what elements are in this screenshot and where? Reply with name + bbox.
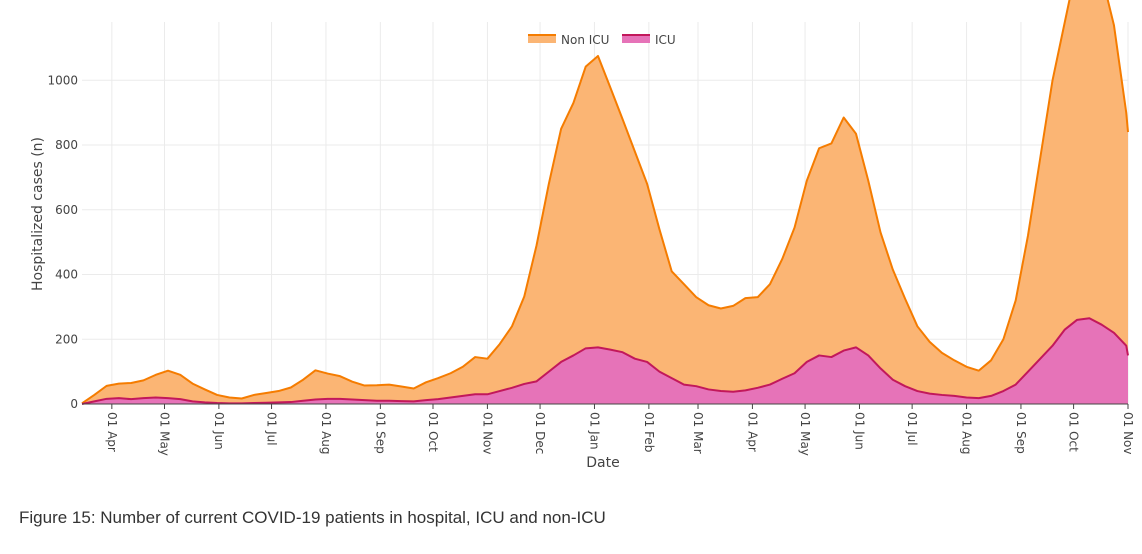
x-tick-label: 01 Jul (905, 412, 919, 446)
legend-label: ICU (655, 33, 676, 47)
y-axis: 0 200 400 600 800 1000 (47, 73, 78, 411)
y-tick-label: 600 (55, 203, 78, 217)
x-tick-label: 01 May (157, 412, 171, 456)
series-non-icu-line (81, 0, 1129, 405)
y-tick-label: 400 (55, 268, 78, 282)
y-tick-label: 800 (55, 138, 78, 152)
series-icu-line (81, 317, 1129, 405)
series-non-icu-area[interactable] (82, 0, 1128, 404)
chart-legend[interactable]: Non ICU ICU (528, 33, 676, 47)
x-tick-label: 01 Jul (265, 412, 279, 446)
x-tick-label: 01 Apr (745, 412, 759, 452)
y-tick-label: 200 (55, 332, 78, 346)
legend-swatch (622, 35, 650, 43)
x-tick-label: 01 Sep (1014, 412, 1028, 454)
hospitalization-chart: 0 200 400 600 800 1000 01 Apr 01 May 01 Jun 01 J… (30, 0, 1135, 471)
y-tick-label: 1000 (47, 73, 78, 87)
legend-swatch (528, 35, 556, 43)
x-tick-label: 01 Mar (691, 412, 705, 454)
x-tick-label: 01 Jun (212, 412, 226, 450)
series-icu-area[interactable] (82, 318, 1128, 404)
legend-item-non-icu[interactable]: Non ICU (528, 33, 609, 47)
x-tick-label: 01 Jan (587, 412, 601, 450)
x-tick-label: 01 May (798, 412, 812, 456)
chart-areas (81, 0, 1129, 405)
x-tick-label: 01 Jun (852, 412, 866, 450)
legend-label: Non ICU (561, 33, 609, 47)
x-tick-label: 01 Dec (533, 412, 547, 454)
x-tick-label: 01 Sep (373, 412, 387, 454)
x-tick-label: 01 Aug (319, 412, 333, 455)
x-tick-label: 01 Nov (1121, 412, 1135, 455)
x-axis-title: Date (586, 455, 619, 471)
x-tick-label: 01 Feb (642, 412, 656, 452)
y-tick-label: 0 (70, 397, 78, 411)
x-axis: 01 Apr 01 May 01 Jun 01 Jul 01 Aug 01 Sep 01 O… (105, 404, 1135, 456)
x-tick-label: 01 Apr (105, 412, 119, 452)
legend-item-icu[interactable]: ICU (622, 33, 676, 47)
x-tick-label: 01 Oct (426, 412, 440, 452)
x-tick-label: 01 Oct (1067, 412, 1081, 452)
x-tick-label: 01 Aug (960, 412, 974, 455)
y-axis-title: Hospitalized cases (n) (30, 137, 46, 291)
x-tick-label: 01 Nov (480, 412, 494, 455)
figure-caption: Figure 15: Number of current COVID-19 pa… (19, 508, 606, 527)
